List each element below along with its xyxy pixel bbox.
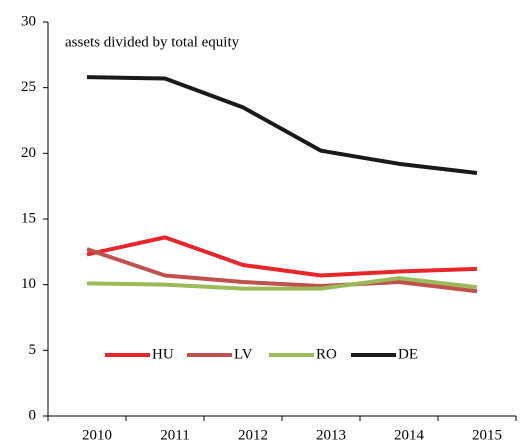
x-tick-label: 2012	[238, 427, 268, 443]
legend-label: LV	[234, 346, 253, 362]
series-line	[86, 247, 478, 294]
legend-label: DE	[398, 346, 418, 362]
x-tick-label: 2013	[316, 427, 346, 443]
y-tick-label: 30	[21, 13, 36, 29]
series-line	[86, 276, 478, 291]
series-line	[86, 75, 478, 176]
x-tick-label: 2015	[472, 427, 502, 443]
y-tick-label: 0	[29, 407, 37, 423]
y-tick-label: 10	[21, 276, 36, 292]
series-line	[86, 235, 478, 278]
y-tick-label: 15	[21, 210, 36, 226]
y-tick-label: 20	[21, 145, 36, 161]
y-tick-label: 25	[21, 79, 36, 95]
legend-label: RO	[316, 346, 337, 362]
legend-label: HU	[152, 346, 174, 362]
x-tick-label: 2014	[394, 427, 425, 443]
annotation: assets divided by total equity	[65, 34, 240, 50]
x-tick-label: 2011	[160, 427, 189, 443]
y-tick-label: 5	[29, 342, 37, 358]
x-tick-label: 2010	[82, 427, 112, 443]
